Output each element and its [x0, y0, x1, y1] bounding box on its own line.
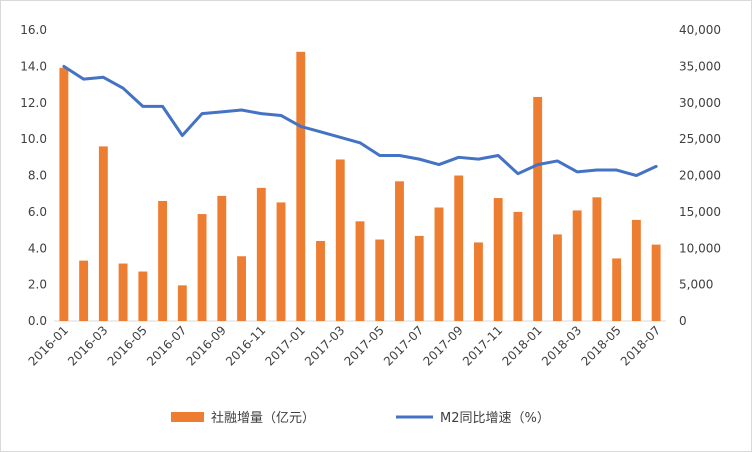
- bar: [474, 242, 483, 321]
- bar: [138, 271, 148, 321]
- left-tick-label: 6.0: [28, 205, 47, 219]
- right-tick-label: 0: [679, 314, 687, 328]
- bar: [375, 239, 385, 321]
- right-tick-label: 30,000: [679, 96, 721, 110]
- x-tick-label: 2017-11: [460, 323, 505, 368]
- bar: [434, 207, 444, 321]
- bar: [276, 202, 286, 321]
- x-tick-label: 2016-07: [144, 323, 189, 368]
- bar: [572, 210, 582, 321]
- line-series: [62, 64, 658, 177]
- bar: [454, 175, 464, 321]
- bar: [256, 187, 266, 321]
- bar: [335, 159, 345, 321]
- x-tick-label: 2016-03: [65, 323, 110, 368]
- x-tick-label: 2018-03: [539, 323, 584, 368]
- bar: [513, 211, 523, 322]
- bar: [533, 96, 543, 322]
- left-tick-label: 12.0: [20, 96, 47, 110]
- bar: [217, 195, 227, 321]
- left-tick-label: 10.0: [20, 132, 47, 146]
- legend-label-line: M2同比增速（%）: [440, 411, 550, 426]
- bar: [197, 214, 207, 321]
- legend-label-bar: 社融增量（亿元）: [211, 410, 315, 426]
- x-tick-label: 2017-01: [263, 323, 308, 368]
- x-tick-label: 2017-07: [381, 323, 426, 368]
- bar: [493, 198, 503, 321]
- bar: [158, 200, 168, 321]
- right-tick-label: 25,000: [679, 132, 721, 146]
- bar: [651, 244, 661, 321]
- x-tick-label: 2017-09: [420, 323, 465, 368]
- x-tick-label: 2016-05: [105, 323, 150, 368]
- bar: [118, 263, 128, 321]
- bar: [237, 256, 246, 321]
- x-tick-label: 2018-05: [578, 323, 623, 368]
- legend-swatch-bar: [171, 412, 204, 422]
- bar: [631, 219, 641, 321]
- bar: [296, 51, 306, 321]
- left-tick-label: 0.0: [28, 314, 47, 328]
- x-tick-label: 2016-01: [26, 323, 71, 368]
- x-tick-label: 2018-07: [618, 323, 663, 368]
- left-tick-label: 14.0: [20, 59, 47, 73]
- right-tick-label: 35,000: [679, 59, 721, 73]
- bar: [98, 146, 108, 321]
- right-tick-label: 40,000: [679, 23, 721, 37]
- left-tick-label: 16.0: [20, 23, 47, 37]
- bar: [59, 67, 69, 321]
- bar: [316, 240, 325, 321]
- x-tick-label: 2017-03: [302, 323, 347, 368]
- x-tick-label: 2016-09: [184, 323, 229, 368]
- bar-series: [59, 51, 661, 322]
- right-tick-label: 20,000: [679, 169, 721, 183]
- left-tick-label: 4.0: [28, 241, 47, 255]
- left-tick-label: 8.0: [28, 169, 47, 183]
- right-tick-label: 10,000: [679, 241, 721, 255]
- bar: [177, 285, 187, 321]
- bar: [612, 258, 622, 321]
- bar: [414, 235, 424, 321]
- x-tick-label: 2016-11: [223, 323, 268, 368]
- legend: 社融增量（亿元） M2同比增速（%）: [171, 410, 550, 426]
- right-tick-label: 15,000: [679, 205, 721, 219]
- x-tick-label: 2017-05: [342, 323, 387, 368]
- left-tick-label: 2.0: [28, 278, 47, 292]
- x-tick-label: 2018-01: [499, 323, 544, 368]
- bar: [592, 197, 602, 321]
- bar: [552, 234, 562, 321]
- bar: [355, 221, 365, 321]
- right-tick-label: 5,000: [679, 278, 713, 292]
- bar: [79, 260, 89, 321]
- bar: [395, 181, 404, 321]
- series-line: [62, 64, 658, 177]
